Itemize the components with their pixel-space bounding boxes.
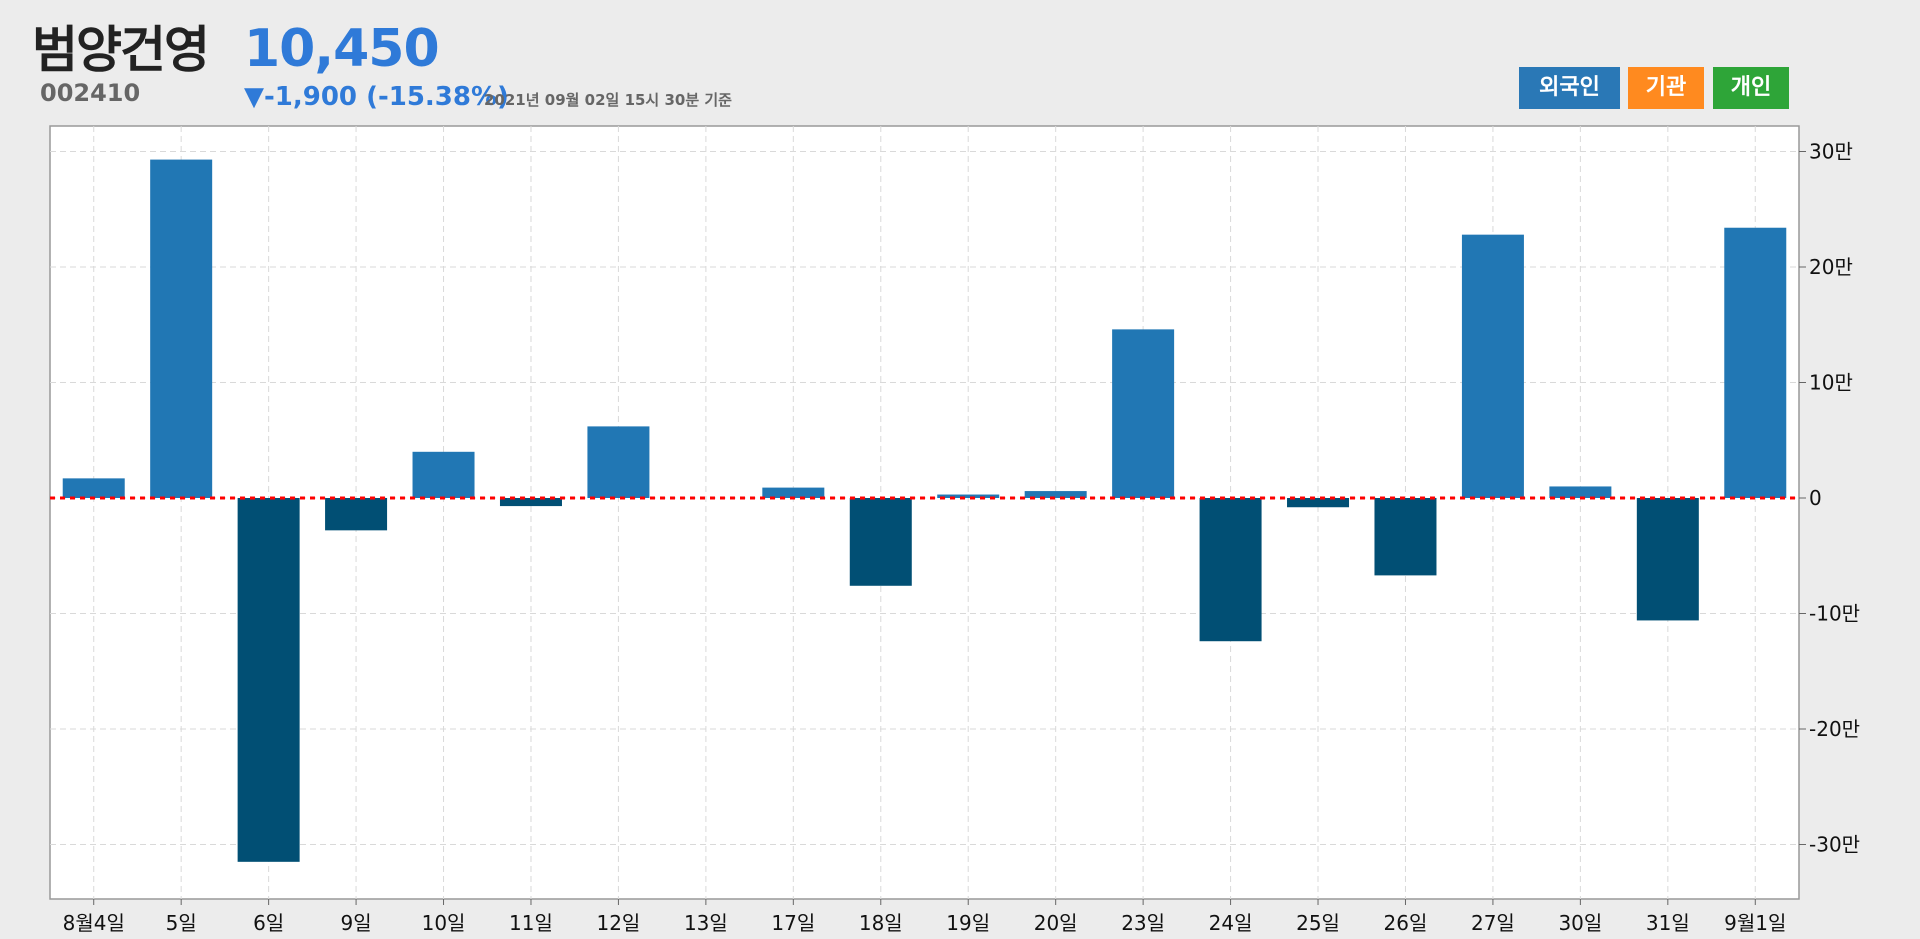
y-tick-label: -10만 bbox=[1809, 602, 1860, 626]
bar-6일 bbox=[237, 498, 300, 862]
axes: -30만 -20만 -10만 0 10만 20만 30만 8월4일 5일 6일 9일 10일 11일 12… bbox=[63, 140, 1860, 936]
y-tick-label: 30만 bbox=[1809, 140, 1853, 164]
bar-9일 bbox=[325, 498, 388, 531]
y-tick-label: -30만 bbox=[1809, 833, 1860, 857]
stock-code: 002410 bbox=[40, 79, 141, 107]
x-tick-label: 27일 bbox=[1471, 911, 1515, 935]
x-tick-label: 20일 bbox=[1034, 911, 1078, 935]
bar-30일 bbox=[1549, 486, 1612, 498]
bar-5일 bbox=[150, 159, 213, 498]
bar-31일 bbox=[1636, 498, 1699, 621]
x-tick-label: 24일 bbox=[1209, 911, 1253, 935]
current-price: 10,450 bbox=[244, 19, 440, 79]
x-tick-label: 9월1일 bbox=[1724, 911, 1786, 935]
bars bbox=[50, 159, 1799, 862]
y-tick-label: 0 bbox=[1809, 486, 1822, 510]
x-tick-label: 11일 bbox=[509, 911, 553, 935]
institution-button[interactable]: 기관 bbox=[1628, 67, 1704, 109]
bar-24일 bbox=[1199, 498, 1262, 642]
bar-23일 bbox=[1112, 329, 1175, 498]
x-tick-label: 10일 bbox=[422, 911, 466, 935]
bar-12일 bbox=[587, 426, 650, 498]
bar-18일 bbox=[849, 498, 912, 586]
x-tick-label: 12일 bbox=[596, 911, 640, 935]
bar-27일 bbox=[1461, 234, 1524, 498]
bar-20일 bbox=[1024, 491, 1087, 498]
bar-11일 bbox=[499, 498, 562, 507]
y-tick-label: -20만 bbox=[1809, 717, 1860, 741]
plot-area bbox=[49, 125, 1800, 900]
bar-19일 bbox=[937, 494, 1000, 498]
x-tick-label: 23일 bbox=[1121, 911, 1165, 935]
bar-17일 bbox=[762, 487, 825, 498]
y-tick-label: 10만 bbox=[1809, 371, 1853, 395]
stock-name: 범양건영 bbox=[32, 21, 210, 79]
bar-10일 bbox=[412, 451, 475, 498]
x-tick-label: 26일 bbox=[1384, 911, 1428, 935]
x-tick-label: 9일 bbox=[341, 911, 372, 935]
y-tick-label: 20만 bbox=[1809, 255, 1853, 279]
foreign-investor-button[interactable]: 외국인 bbox=[1519, 67, 1620, 109]
bar-8월4일 bbox=[62, 478, 125, 498]
bar-9월1일 bbox=[1724, 227, 1787, 499]
x-tick-label: 13일 bbox=[684, 911, 728, 935]
individual-button[interactable]: 개인 bbox=[1713, 67, 1789, 109]
x-tick-label: 18일 bbox=[859, 911, 903, 935]
grid bbox=[50, 126, 1799, 899]
x-tick-label: 17일 bbox=[771, 911, 815, 935]
as-of-timestamp: 2021년 09월 02일 15시 30분 기준 bbox=[484, 91, 732, 109]
x-tick-label: 31일 bbox=[1646, 911, 1690, 935]
x-tick-label: 8월4일 bbox=[63, 911, 125, 935]
x-tick-label: 19일 bbox=[946, 911, 990, 935]
bar-25일 bbox=[1287, 498, 1350, 508]
x-tick-label: 6일 bbox=[253, 911, 284, 935]
bar-26일 bbox=[1374, 498, 1437, 576]
x-tick-label: 5일 bbox=[166, 911, 197, 935]
price-change: ▼-1,900 (-15.38%) bbox=[244, 82, 509, 112]
x-tick-label: 30일 bbox=[1558, 911, 1602, 935]
x-tick-label: 25일 bbox=[1296, 911, 1340, 935]
